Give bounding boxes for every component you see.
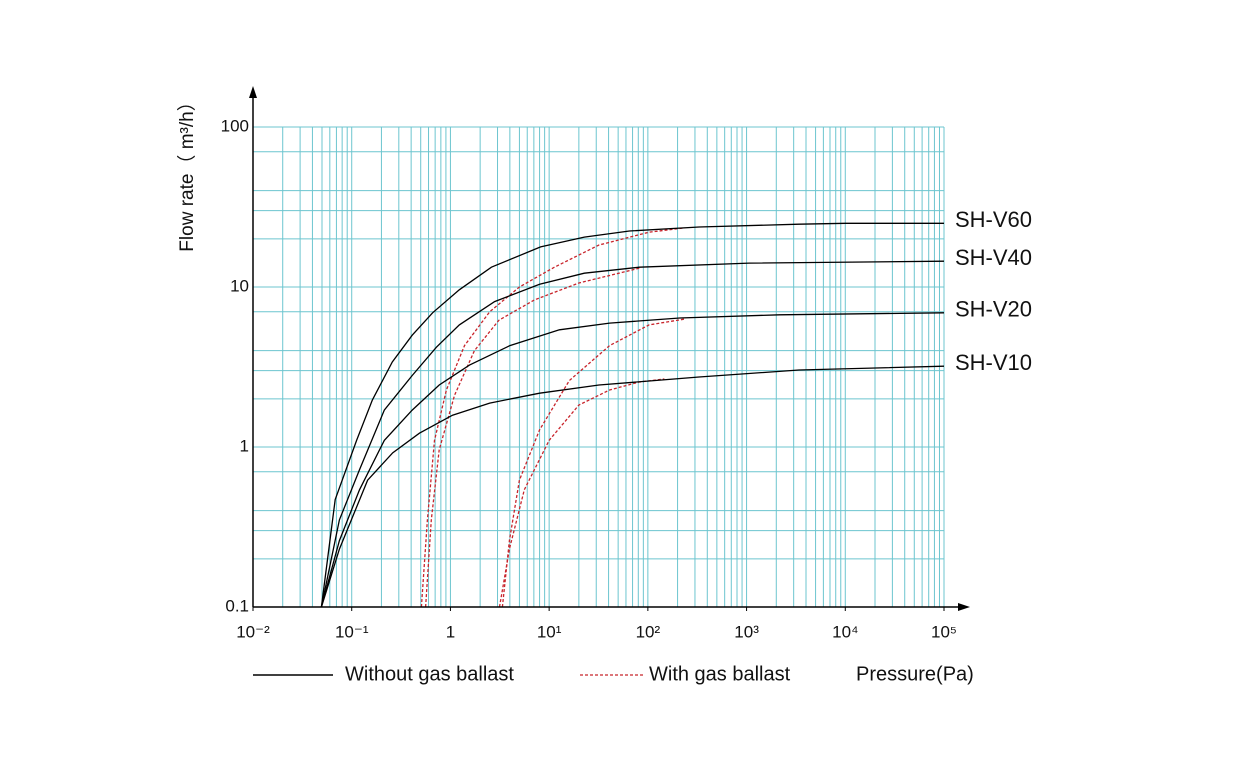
ballast-line: [420, 227, 685, 608]
x-tick-label: 10¹: [537, 622, 562, 641]
x-tick-label: 10²: [636, 622, 661, 641]
grid: [252, 126, 945, 608]
series-line: [320, 260, 945, 608]
series-label: SH-V60: [955, 207, 1032, 232]
ballast-line: [498, 378, 665, 608]
x-tick-label: 10⁻²: [236, 622, 270, 641]
series-line: [320, 312, 945, 608]
x-axis-label: Pressure(Pa): [856, 663, 974, 685]
y-axis-label: Flow rate（ m³/h）: [176, 92, 198, 251]
x-tick-label: 10⁵: [931, 622, 957, 641]
x-tick-label: 10³: [734, 622, 759, 641]
series-label: SH-V10: [955, 350, 1032, 375]
ballast-line: [501, 318, 685, 608]
series-label: SH-V40: [955, 245, 1032, 270]
series-label: SH-V20: [955, 297, 1032, 322]
x-tick-label: 1: [446, 622, 455, 641]
plot: [320, 222, 945, 608]
legend-label: With gas ballast: [649, 663, 791, 685]
y-tick-label: 1: [240, 436, 249, 455]
legend-label: Without gas ballast: [345, 663, 514, 685]
y-tick-label: 100: [221, 116, 249, 135]
ballast-line: [424, 267, 640, 608]
x-tick-label: 10⁴: [832, 622, 858, 641]
y-tick-label: 0.1: [225, 596, 249, 615]
series-line: [320, 365, 945, 608]
y-tick-label: 10: [230, 276, 249, 295]
x-tick-label: 10⁻¹: [335, 622, 369, 641]
series-line: [320, 222, 944, 608]
y-axis-arrow: [249, 86, 257, 98]
x-axis-arrow: [958, 603, 970, 611]
